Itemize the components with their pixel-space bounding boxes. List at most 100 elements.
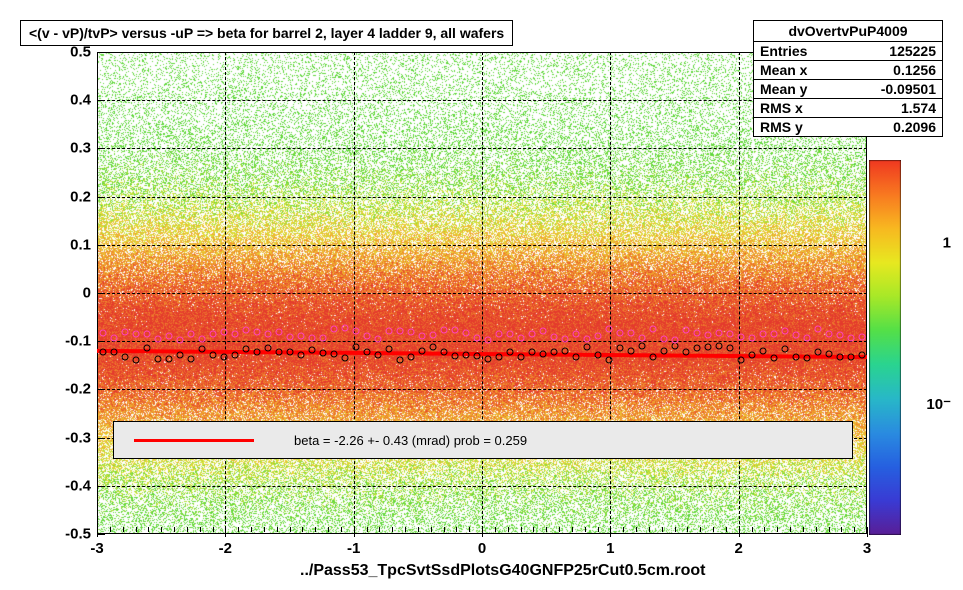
profile-marker (748, 352, 755, 359)
profile-marker (275, 349, 282, 356)
x-tick (533, 527, 534, 532)
x-tick (213, 527, 214, 532)
colorbar-label: 10⁻ (926, 395, 951, 413)
profile-marker (715, 329, 722, 336)
grid-v (225, 52, 226, 534)
x-tick (829, 527, 830, 532)
profile-marker (572, 353, 579, 360)
x-tick (251, 527, 252, 532)
y-tick (97, 197, 105, 198)
profile-marker (198, 335, 205, 342)
profile-marker (352, 327, 359, 334)
y-tick (97, 486, 105, 487)
profile-marker (814, 349, 821, 356)
profile-marker (308, 347, 315, 354)
profile-marker (583, 335, 590, 342)
profile-marker (407, 353, 414, 360)
x-axis-label: 0 (478, 540, 486, 557)
chart-title: <(v - vP)/tvP> versus -uP => beta for ba… (20, 20, 513, 46)
grid-v (610, 52, 611, 534)
y-axis-label: 0.1 (70, 236, 91, 253)
profile-marker (341, 354, 348, 361)
profile-marker (286, 348, 293, 355)
profile-marker (121, 329, 128, 336)
y-tick (97, 148, 105, 149)
stats-row: RMS x1.574 (754, 99, 942, 118)
profile-marker (220, 353, 227, 360)
y-axis-label: 0.5 (70, 44, 91, 61)
profile-marker (858, 333, 865, 340)
profile-marker (275, 328, 282, 335)
stats-header: dvOvertvPuP4009 (754, 21, 942, 42)
x-tick (123, 527, 124, 532)
x-tick (598, 527, 599, 532)
y-axis-label: -0.4 (65, 477, 91, 494)
profile-marker (792, 354, 799, 361)
x-tick (277, 527, 278, 532)
profile-marker (781, 346, 788, 353)
x-tick (687, 527, 688, 532)
profile-marker (770, 355, 777, 362)
profile-marker (451, 353, 458, 360)
profile-marker (253, 349, 260, 356)
profile-marker (594, 332, 601, 339)
x-tick (431, 527, 432, 532)
profile-marker (363, 348, 370, 355)
x-tick (469, 527, 470, 532)
profile-marker (385, 345, 392, 352)
profile-marker (748, 334, 755, 341)
grid-v (482, 52, 483, 534)
x-tick (110, 527, 111, 532)
profile-marker (253, 328, 260, 335)
x-axis-label: 2 (734, 540, 742, 557)
profile-marker (737, 356, 744, 363)
x-tick (841, 527, 842, 532)
profile-marker (110, 349, 117, 356)
x-tick (187, 527, 188, 532)
stats-box: dvOvertvPuP4009 Entries125225Mean x0.125… (753, 20, 943, 137)
footer-text: ../Pass53_TpcSvtSsdPlotsG40GNFP25rCut0.5… (300, 562, 705, 580)
profile-marker (484, 355, 491, 362)
y-axis-label: 0 (83, 285, 91, 302)
profile-marker (649, 326, 656, 333)
x-tick (521, 527, 522, 532)
profile-marker (528, 348, 535, 355)
profile-marker (473, 353, 480, 360)
x-tick (726, 527, 727, 532)
profile-marker (495, 353, 502, 360)
x-tick (675, 527, 676, 532)
x-tick (867, 527, 868, 537)
profile-marker (418, 332, 425, 339)
profile-marker (374, 351, 381, 358)
profile-marker (473, 334, 480, 341)
x-tick (803, 527, 804, 532)
x-tick (341, 527, 342, 532)
y-axis-label: -0.5 (65, 526, 91, 543)
profile-marker (451, 327, 458, 334)
y-axis-label: -0.3 (65, 429, 91, 446)
y-axis-label: 0.2 (70, 188, 91, 205)
y-axis-label: -0.2 (65, 381, 91, 398)
x-tick (290, 527, 291, 532)
profile-marker (693, 329, 700, 336)
profile-marker (517, 334, 524, 341)
colorbar-label: 1 (943, 234, 951, 251)
profile-marker (759, 330, 766, 337)
profile-marker (429, 331, 436, 338)
profile-marker (209, 330, 216, 337)
profile-marker (165, 333, 172, 340)
profile-marker (506, 348, 513, 355)
profile-marker (363, 333, 370, 340)
profile-marker (836, 354, 843, 361)
x-tick (764, 527, 765, 532)
profile-marker (352, 344, 359, 351)
profile-marker (484, 336, 491, 343)
profile-marker (572, 330, 579, 337)
profile-marker (297, 333, 304, 340)
profile-marker (759, 348, 766, 355)
stats-row: RMS y0.2096 (754, 118, 942, 136)
profile-marker (132, 330, 139, 337)
profile-marker (539, 328, 546, 335)
profile-marker (594, 351, 601, 358)
plot-area (97, 52, 867, 534)
